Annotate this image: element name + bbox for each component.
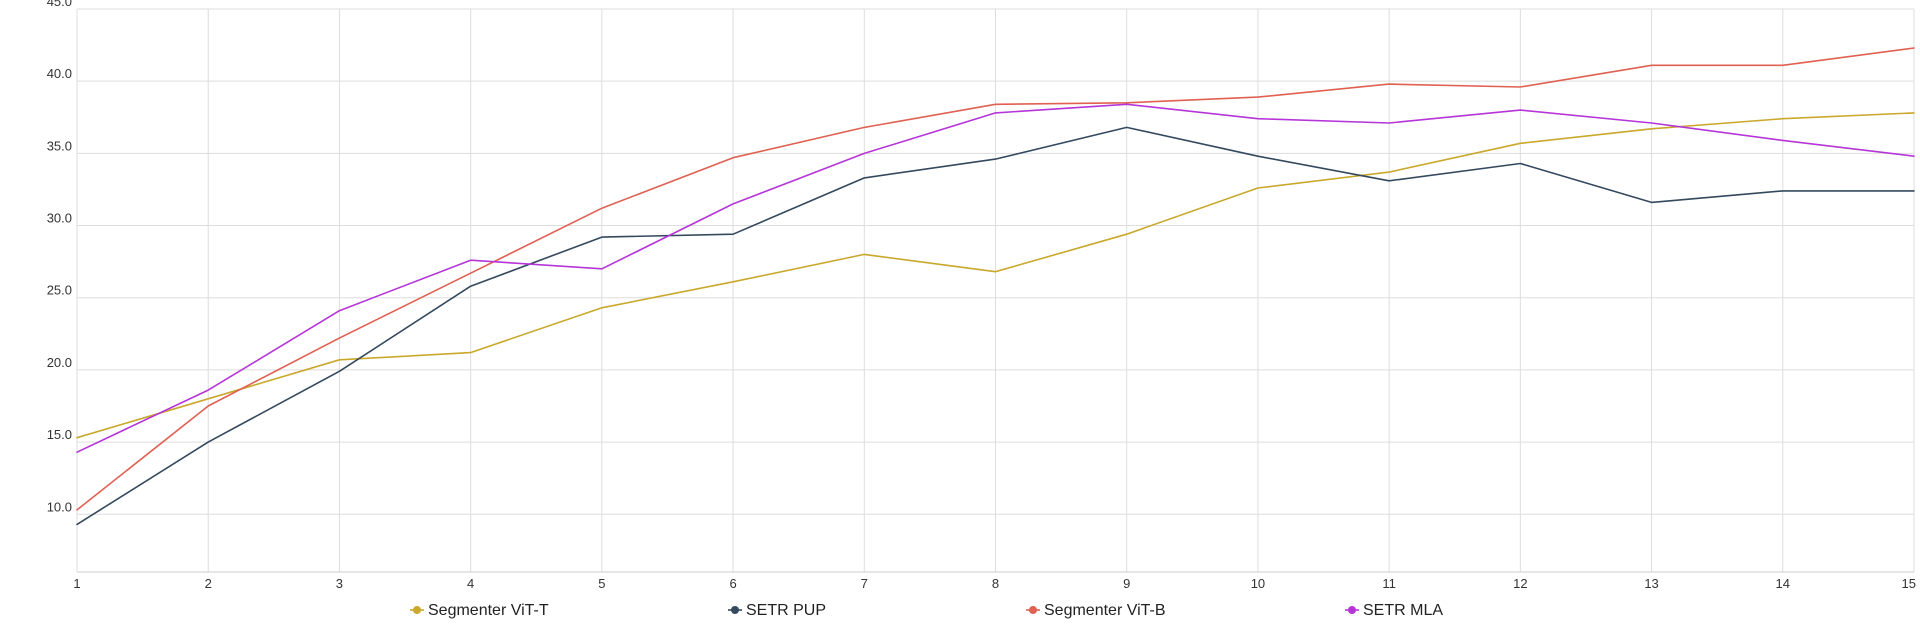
x-axis: 1 2 3 4 5 6 7 8 9 10 11 12 13 14 15 [73, 576, 1916, 591]
series-line-setr-mla [76, 103, 1915, 454]
y-axis: 10.0 15.0 20.0 25.0 30.0 35.0 40.0 45.0 [47, 0, 72, 514]
legend-label: SETR MLA [1363, 602, 1443, 619]
x-tick-label: 1 [73, 576, 80, 591]
series-line-segmenter-vit-t [76, 112, 1915, 439]
legend-label: SETR PUP [746, 602, 826, 619]
y-tick-label: 35.0 [47, 138, 72, 153]
y-tick-label: 30.0 [47, 211, 72, 226]
legend-dot-marker [413, 606, 421, 614]
y-tick-label: 45.0 [47, 0, 72, 9]
y-tick-label: 15.0 [47, 427, 72, 442]
y-tick-label: 20.0 [47, 355, 72, 370]
y-tick-label: 10.0 [47, 499, 72, 514]
legend-dot-marker [1029, 606, 1037, 614]
plot-area [76, 47, 1915, 526]
x-tick-label: 3 [336, 576, 343, 591]
series-line-segmenter-vit-b [76, 47, 1915, 511]
x-tick-label: 14 [1776, 576, 1790, 591]
x-tick-label: 10 [1251, 576, 1265, 591]
x-tick-label: 8 [992, 576, 999, 591]
legend-item-segmenter-vit-b[interactable]: Segmenter ViT-B [1026, 602, 1166, 619]
x-tick-label: 12 [1513, 576, 1527, 591]
legend-item-setr-pup[interactable]: SETR PUP [728, 602, 826, 619]
legend-label: Segmenter ViT-T [428, 602, 549, 619]
legend-item-setr-mla[interactable]: SETR MLA [1345, 602, 1443, 619]
legend-dot-marker [731, 606, 739, 614]
legend-dot-marker [1348, 606, 1356, 614]
legend-item-segmenter-vit-t[interactable]: Segmenter ViT-T [410, 602, 549, 619]
x-tick-label: 2 [205, 576, 212, 591]
legend-label: Segmenter ViT-B [1044, 602, 1166, 619]
x-tick-label: 7 [861, 576, 868, 591]
legend: Segmenter ViT-T SETR PUP Segmenter ViT-B SE… [410, 602, 1443, 619]
x-tick-label: 5 [598, 576, 605, 591]
x-tick-label: 6 [729, 576, 736, 591]
x-tick-label: 11 [1382, 576, 1396, 591]
grid [76, 8, 1915, 573]
x-tick-label: 9 [1123, 576, 1130, 591]
series-line-setr-pup [76, 126, 1915, 526]
x-tick-label: 13 [1644, 576, 1658, 591]
x-tick-label: 4 [467, 576, 474, 591]
y-tick-label: 40.0 [47, 66, 72, 81]
y-tick-label: 25.0 [47, 283, 72, 298]
x-tick-label: 15 [1902, 576, 1916, 591]
